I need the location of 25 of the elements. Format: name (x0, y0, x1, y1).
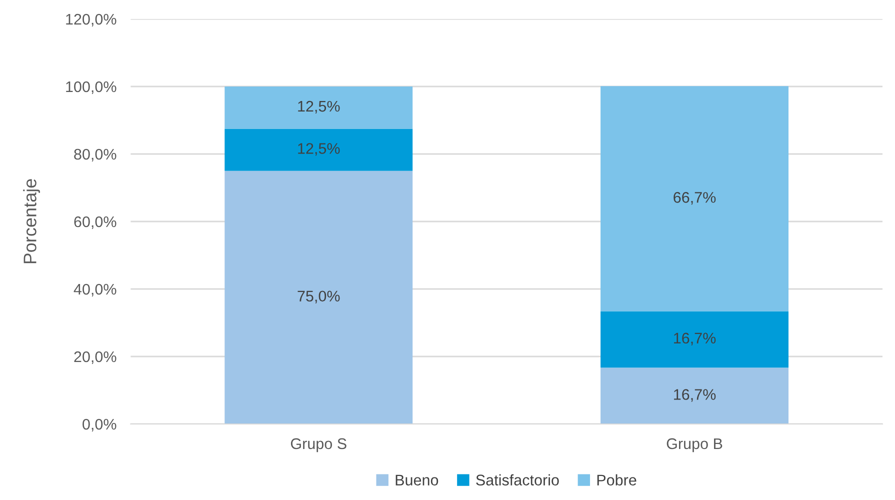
legend-label: Pobre (597, 474, 636, 486)
x-tick-label: Grupo S (290, 438, 346, 452)
y-tick-label: 20,0% (74, 351, 116, 364)
y-tick-label: 100,0% (66, 81, 116, 94)
data-label: 12,5% (298, 100, 340, 114)
x-tick-label: Grupo B (666, 438, 722, 452)
y-tick-label: 40,0% (74, 284, 116, 296)
data-label: 66,7% (674, 192, 716, 205)
bar (600, 86, 788, 312)
legend-label: Bueno (396, 474, 438, 486)
bar (600, 311, 788, 368)
y-tick-label: 60,0% (74, 216, 116, 229)
bar (224, 86, 413, 129)
bar (224, 128, 413, 171)
data-label: 75,0% (298, 290, 340, 304)
data-label: 16,7% (674, 389, 716, 402)
bar (600, 368, 788, 424)
legend-label: Satisfactorio (476, 474, 559, 486)
y-tick-label: 80,0% (74, 148, 116, 162)
y-tick-label: 120,0% (66, 14, 116, 26)
y-tick-label: 0,0% (82, 418, 116, 432)
data-label: 16,7% (674, 332, 716, 346)
bar (224, 170, 413, 424)
y-axis-title: Porcentaje (23, 179, 40, 264)
data-label: 12,5% (298, 143, 340, 156)
